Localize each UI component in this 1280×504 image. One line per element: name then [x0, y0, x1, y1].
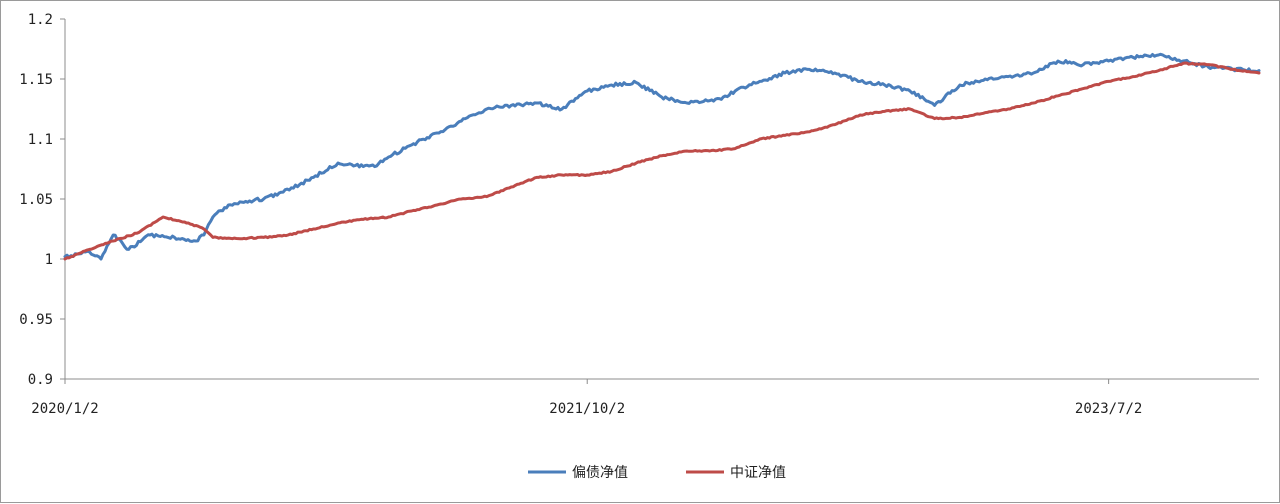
y-tick-label: 0.9: [28, 372, 53, 388]
legend-label: 偏债净值: [572, 465, 628, 481]
legend-label: 中证净值: [730, 465, 786, 481]
y-tick-label: 1.2: [28, 12, 53, 28]
y-tick-label: 0.95: [19, 312, 53, 328]
series-line-bond: [63, 52, 1261, 261]
x-tick-label: 2020/1/2: [31, 401, 98, 417]
series-line-csi: [63, 61, 1261, 261]
y-tick-label: 1.05: [19, 192, 53, 208]
x-tick-label: 2023/7/2: [1075, 401, 1142, 417]
y-tick-label: 1.1: [28, 132, 53, 148]
x-tick-label: 2021/10/2: [549, 401, 625, 417]
y-tick-label: 1.15: [19, 72, 53, 88]
y-tick-label: 1: [45, 252, 53, 268]
